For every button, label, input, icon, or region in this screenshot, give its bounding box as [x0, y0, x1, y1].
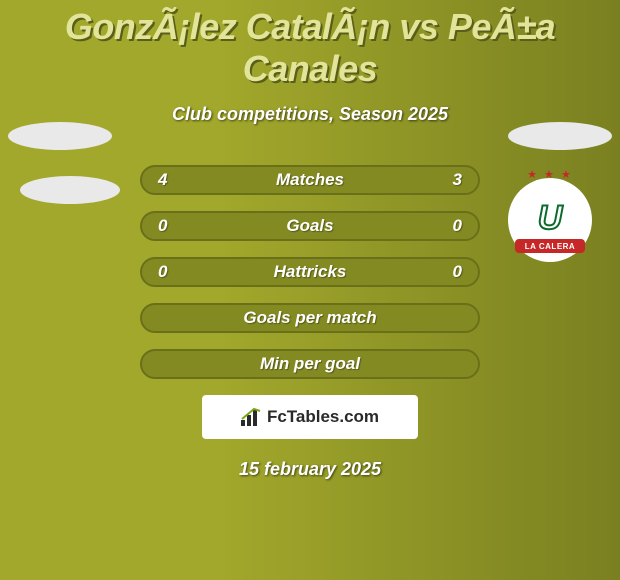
stat-row: 0Hattricks0 — [140, 257, 480, 287]
stat-label: Goals — [188, 216, 432, 236]
left-player-shadow-2 — [20, 176, 120, 204]
fctables-logo: FcTables.com — [241, 407, 379, 427]
club-stars-icon: ★ ★ ★ — [508, 168, 592, 181]
brand-text: FcTables.com — [267, 407, 379, 427]
stat-label: Matches — [188, 170, 432, 190]
stat-left-value: 0 — [158, 216, 188, 236]
stat-label: Hattricks — [188, 262, 432, 282]
stat-row: Goals per match — [140, 303, 480, 333]
stat-left-value: 0 — [158, 262, 188, 282]
stat-right-value: 0 — [432, 216, 462, 236]
stat-right-value: 0 — [432, 262, 462, 282]
date-text: 15 february 2025 — [0, 459, 620, 480]
brand-badge: FcTables.com — [202, 395, 418, 439]
stat-label: Min per goal — [188, 354, 432, 374]
right-club-badge: ★ ★ ★ U LA CALERA — [500, 178, 600, 262]
content-root: GonzÃ¡lez CatalÃ¡n vs PeÃ±a Canales Club… — [0, 0, 620, 580]
club-letter: U — [538, 201, 563, 235]
stat-row: 0Goals0 — [140, 211, 480, 241]
stat-row: 4Matches3 — [140, 165, 480, 195]
page-title: GonzÃ¡lez CatalÃ¡n vs PeÃ±a Canales — [0, 0, 620, 90]
subtitle: Club competitions, Season 2025 — [0, 104, 620, 125]
stat-label: Goals per match — [188, 308, 432, 328]
club-circle: ★ ★ ★ U LA CALERA — [508, 178, 592, 262]
club-ribbon: LA CALERA — [515, 239, 585, 253]
club-inner: U LA CALERA — [513, 183, 587, 257]
stat-row: Min per goal — [140, 349, 480, 379]
stat-right-value: 3 — [432, 170, 462, 190]
stat-left-value: 4 — [158, 170, 188, 190]
bars-icon — [241, 408, 261, 426]
left-player-shadow-1 — [8, 122, 112, 150]
right-player-shadow — [508, 122, 612, 150]
